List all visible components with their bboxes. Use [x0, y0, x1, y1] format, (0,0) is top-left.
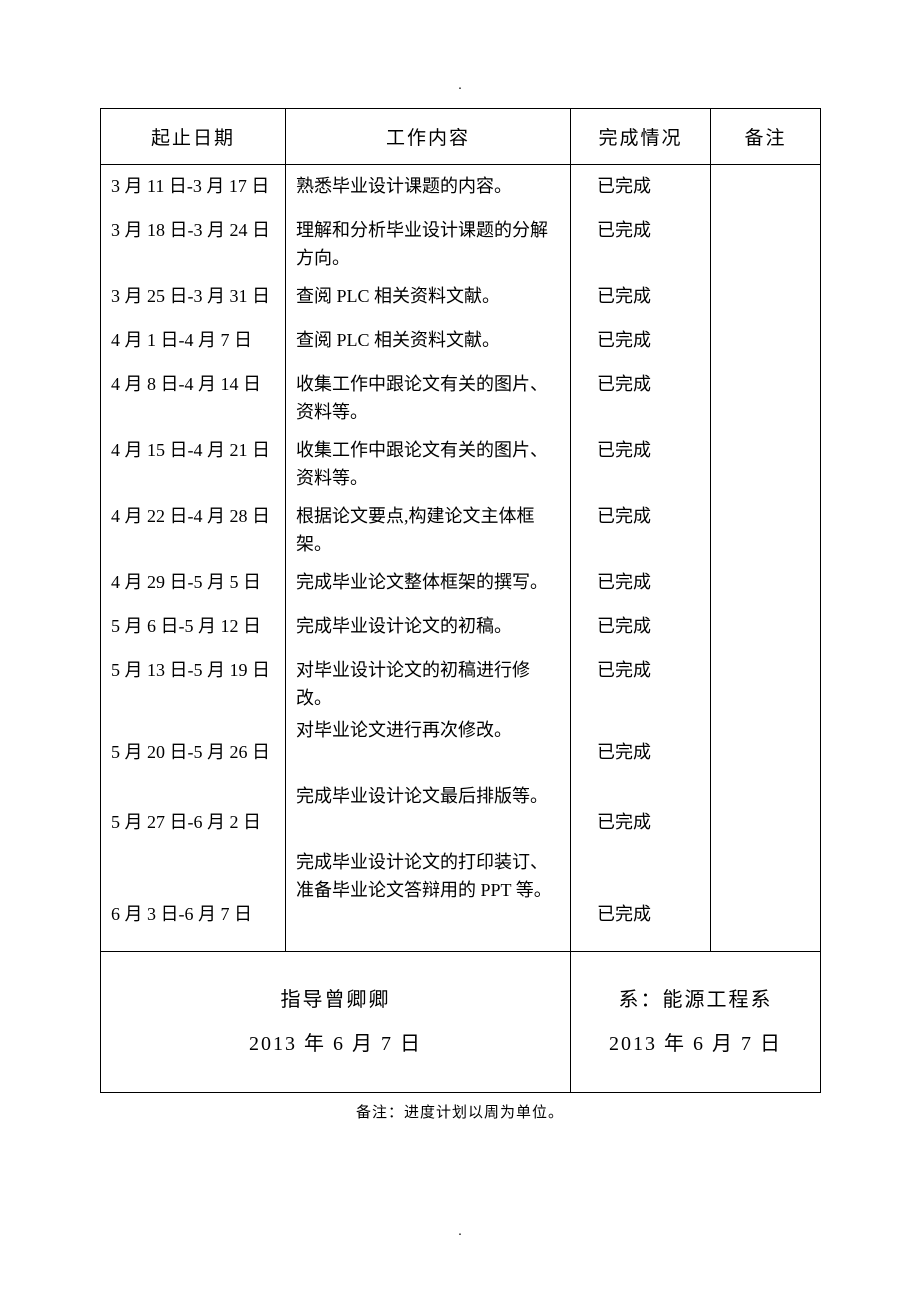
- footnote: 备注：进度计划以周为单位。: [100, 1101, 820, 1122]
- footer-right-line1: 系：能源工程系: [571, 978, 820, 1022]
- work-cell: 收集工作中跟论文有关的图片、资料等。: [296, 371, 560, 433]
- status-cell: 已完成: [581, 327, 700, 367]
- work-cell: 根据论文要点,构建论文主体框架。: [296, 503, 560, 565]
- date-cell: 5 月 13 日-5 月 19 日: [111, 657, 275, 697]
- status-cell: 已完成: [581, 901, 700, 931]
- work-cell: 对毕业设计论文的初稿进行修改。: [296, 657, 560, 713]
- note-cell: [721, 701, 810, 735]
- note-cell: [721, 613, 810, 653]
- footer-right: 系：能源工程系 2013 年 6 月 7 日: [571, 951, 821, 1092]
- date-cell: 3 月 25 日-3 月 31 日: [111, 283, 275, 323]
- work-cell: 理解和分析毕业设计课题的分解方向。: [296, 217, 560, 279]
- work-cell: 完成毕业设计论文的初稿。: [296, 613, 560, 653]
- status-cell: [581, 701, 700, 735]
- note-column: [711, 165, 821, 952]
- header-work: 工作内容: [286, 109, 571, 165]
- status-cell: 已完成: [581, 503, 700, 565]
- note-cell: [721, 805, 810, 829]
- status-cell: 已完成: [581, 569, 700, 609]
- date-cell: 3 月 18 日-3 月 24 日: [111, 217, 275, 279]
- footer-left-line1: 指导曾卿卿: [101, 978, 570, 1022]
- note-cell: [721, 767, 810, 801]
- note-cell: [721, 173, 810, 213]
- work-cell: 查阅 PLC 相关资料文献。: [296, 283, 560, 323]
- date-cell: 4 月 15 日-4 月 21 日: [111, 437, 275, 499]
- status-cell: 已完成: [581, 217, 700, 279]
- work-cell: 熟悉毕业设计课题的内容。: [296, 173, 560, 213]
- status-cell: [581, 841, 700, 897]
- footer-left-line2: 2013 年 6 月 7 日: [101, 1022, 570, 1066]
- note-cell: [721, 893, 810, 923]
- work-cell: 完成毕业设计论文的打印装订、准备毕业论文答辩用的 PPT 等。: [296, 849, 560, 905]
- status-cell: 已完成: [581, 371, 700, 433]
- page-marker-bottom: .: [458, 1224, 462, 1240]
- work-cell: 完成毕业论文整体框架的撰写。: [296, 569, 560, 609]
- work-cell: 完成毕业设计论文最后排版等。: [296, 783, 560, 817]
- status-cell: 已完成: [581, 809, 700, 837]
- note-cell: [721, 569, 810, 609]
- date-cell: 4 月 1 日-4 月 7 日: [111, 327, 275, 367]
- header-note: 备注: [711, 109, 821, 165]
- status-cell: [581, 771, 700, 805]
- date-cell: 5 月 27 日-6 月 2 日: [111, 809, 275, 837]
- footer-left: 指导曾卿卿 2013 年 6 月 7 日: [101, 951, 571, 1092]
- note-cell: [721, 503, 810, 565]
- date-cell: 4 月 22 日-4 月 28 日: [111, 503, 275, 565]
- note-cell: [721, 327, 810, 367]
- note-cell: [721, 217, 810, 279]
- status-cell: 已完成: [581, 173, 700, 213]
- date-cell: 4 月 8 日-4 月 14 日: [111, 371, 275, 433]
- date-cell: 3 月 11 日-3 月 17 日: [111, 173, 275, 213]
- status-column: 已完成已完成已完成已完成已完成已完成已完成已完成已完成已完成已完成已完成已完成: [571, 165, 711, 952]
- work-cell: [296, 909, 560, 939]
- note-cell: [721, 657, 810, 697]
- status-cell: 已完成: [581, 739, 700, 767]
- note-cell: [721, 739, 810, 763]
- status-cell: 已完成: [581, 283, 700, 323]
- table-body-row: 3 月 11 日-3 月 17 日3 月 18 日-3 月 24 日3 月 25…: [101, 165, 821, 952]
- work-cell: 对毕业论文进行再次修改。: [296, 717, 560, 751]
- header-status: 完成情况: [571, 109, 711, 165]
- page-marker-top: .: [458, 78, 462, 94]
- date-cell: 5 月 20 日-5 月 26 日: [111, 739, 275, 767]
- status-cell: 已完成: [581, 657, 700, 697]
- date-cell: [111, 841, 275, 897]
- status-cell: 已完成: [581, 613, 700, 653]
- status-cell: 已完成: [581, 437, 700, 499]
- work-cell: [296, 755, 560, 779]
- date-cell: 4 月 29 日-5 月 5 日: [111, 569, 275, 609]
- work-cell: [296, 821, 560, 845]
- table-container: 起止日期 工作内容 完成情况 备注 3 月 11 日-3 月 17 日3 月 1…: [100, 108, 820, 1122]
- date-cell: 6 月 3 日-6 月 7 日: [111, 901, 275, 931]
- work-cell: 收集工作中跟论文有关的图片、资料等。: [296, 437, 560, 499]
- header-date: 起止日期: [101, 109, 286, 165]
- table-header-row: 起止日期 工作内容 完成情况 备注: [101, 109, 821, 165]
- work-cell: 查阅 PLC 相关资料文献。: [296, 327, 560, 367]
- page: . 起止日期 工作内容 完成情况 备注 3 月 11 日-3 月 17 日3 月…: [0, 0, 920, 1302]
- progress-table: 起止日期 工作内容 完成情况 备注 3 月 11 日-3 月 17 日3 月 1…: [100, 108, 821, 1093]
- date-cell: 5 月 6 日-5 月 12 日: [111, 613, 275, 653]
- note-cell: [721, 283, 810, 323]
- date-cell: [111, 701, 275, 735]
- note-cell: [721, 437, 810, 499]
- table-footer-row: 指导曾卿卿 2013 年 6 月 7 日 系：能源工程系 2013 年 6 月 …: [101, 951, 821, 1092]
- dates-column: 3 月 11 日-3 月 17 日3 月 18 日-3 月 24 日3 月 25…: [101, 165, 286, 952]
- date-cell: [111, 771, 275, 805]
- note-cell: [721, 371, 810, 433]
- footer-right-line2: 2013 年 6 月 7 日: [571, 1022, 820, 1066]
- note-cell: [721, 833, 810, 889]
- work-column: 熟悉毕业设计课题的内容。理解和分析毕业设计课题的分解方向。查阅 PLC 相关资料…: [286, 165, 571, 952]
